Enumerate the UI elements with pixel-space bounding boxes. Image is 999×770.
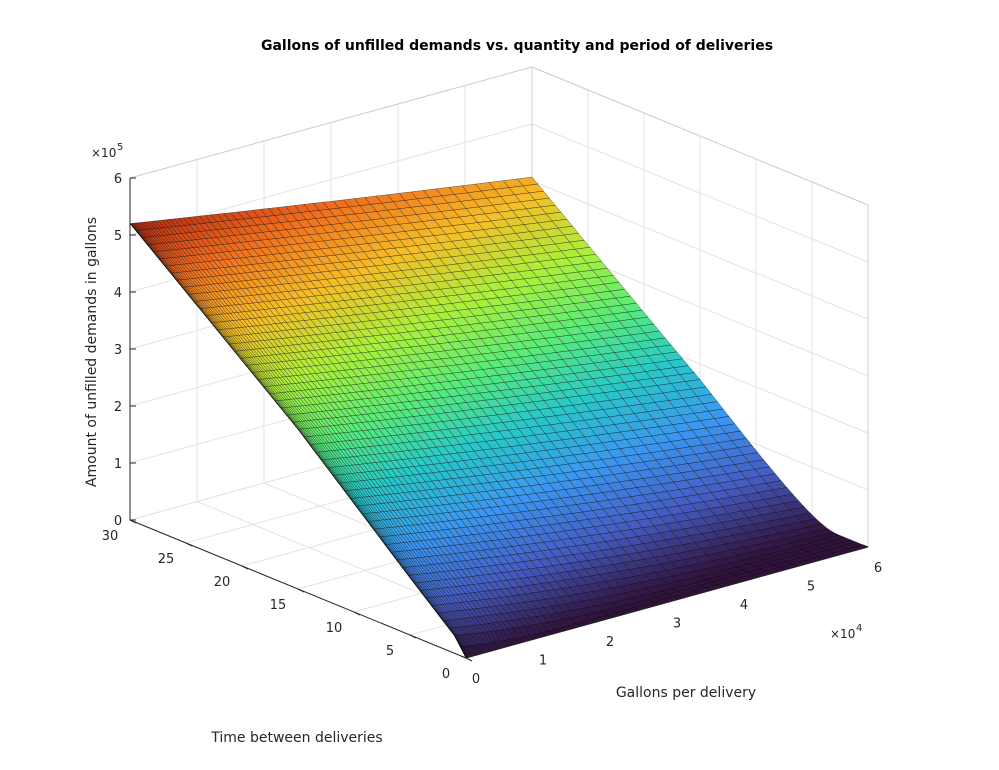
surface-patch [141,237,148,246]
y-tick-label: 20 [214,575,231,590]
z-tick-label: 2 [114,400,122,415]
z-tick-label: 6 [114,172,122,187]
x-tick-label: 2 [606,635,614,650]
y-tick-label: 10 [326,621,343,636]
side-wall-grid-z [531,123,869,263]
surface-patch [245,365,252,373]
surface-patch [321,459,328,468]
surface-patch [228,344,235,352]
y-axis-label: Time between deliveries [210,730,382,746]
surface-plot [129,176,869,659]
x-tick-label: 5 [807,580,815,595]
y-tick-label: 5 [386,644,394,659]
y-tick-label: 30 [102,529,119,544]
x-tick-label: 4 [740,598,748,613]
y-tick-mark [297,588,305,593]
z-exponent-power: 5 [117,142,123,153]
x-tick-mark [460,655,467,659]
surface-patch [147,244,154,253]
z-tick-label: 0 [114,514,122,529]
z-tick-label: 1 [114,457,122,472]
surface-patch [239,358,247,366]
surface-patch [332,475,339,484]
x-tick-label: 6 [874,561,882,576]
y-tick-mark [185,542,193,547]
surface-patch [153,251,160,260]
z-tick-label: 5 [114,229,122,244]
y-tick-label: 0 [442,667,450,682]
surface-patch [291,422,299,430]
y-tick-mark [409,634,417,639]
x-tick-mark [728,581,735,585]
surface-patch [303,436,310,445]
z-tick-label: 3 [114,343,122,358]
box-edge [129,66,533,179]
x-tick-label: 3 [673,617,681,632]
surface-patch [326,467,333,476]
x-exponent-power: 4 [856,623,862,634]
surface-patch [297,429,304,438]
surface-patch [459,646,467,659]
surface-patch [413,582,420,591]
x-tick-mark [661,600,668,603]
y-tick-mark [353,611,361,616]
surface-patch [384,544,391,553]
surface-patch [210,322,218,331]
x-tick-label: 0 [472,672,480,687]
surface-patch [315,452,322,461]
surface-patch [378,536,386,545]
x-exponent-base: ×10 [830,627,855,641]
x-axis-label: Gallons per delivery [616,685,756,701]
surface-patch [234,351,241,359]
y-tick-label: 25 [158,552,175,567]
z-tick-label: 4 [114,286,122,301]
surface-patch [402,567,409,576]
x-axis-exponent: ×10 4 [830,623,862,641]
surface-patch [216,329,223,338]
z-axis-exponent: ×10 5 [91,142,123,160]
x-tick-mark [862,544,869,548]
surface-patch [407,575,415,584]
surface-patch [390,552,397,561]
surface-patch [309,444,316,453]
y-tick-mark [465,657,473,662]
surface-patch [158,258,165,267]
surface-patch [135,230,142,238]
side-wall-grid-z [531,180,869,320]
surface-patch [222,336,229,345]
z-axis-label: Amount of unfilled demands in gallons [84,217,100,487]
x-tick-mark [527,637,534,640]
z-exponent-base: ×10 [91,146,116,160]
x-tick-mark [594,618,601,622]
surface-patch [164,266,171,274]
y-tick-mark [241,565,249,570]
chart-title: Gallons of unfilled demands vs. quantity… [261,38,773,54]
box-edge [531,66,869,206]
x-tick-mark [795,563,802,566]
x-tick-label: 1 [539,654,547,669]
y-tick-label: 15 [270,598,287,613]
